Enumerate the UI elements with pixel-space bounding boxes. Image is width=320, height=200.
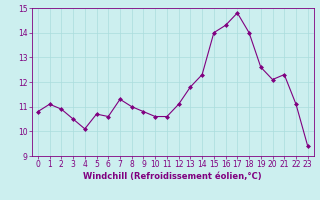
X-axis label: Windchill (Refroidissement éolien,°C): Windchill (Refroidissement éolien,°C): [84, 172, 262, 181]
